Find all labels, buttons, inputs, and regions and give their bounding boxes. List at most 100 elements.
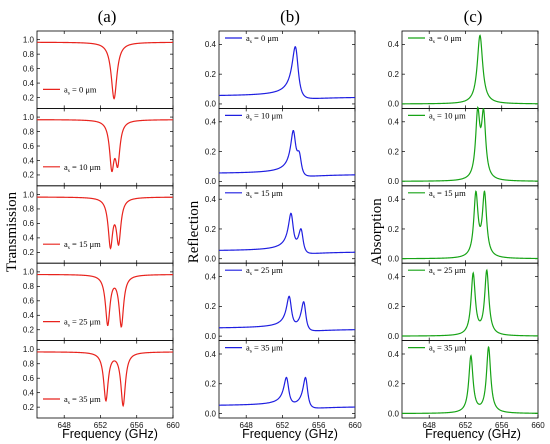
legend-label: as = 10 μm [64, 162, 101, 174]
x-tick-label-absorption: 660 [531, 421, 545, 430]
panel-frame [401, 262, 539, 342]
y-tick-label: 0.6 [23, 142, 35, 151]
legend-label: as = 15 μm [64, 239, 101, 251]
panel-frame [218, 30, 356, 109]
legend-label-rest: = 35 μm [252, 343, 283, 353]
legend-label-subscript: s [250, 194, 252, 200]
y-tick-label: 0.2 [388, 380, 400, 389]
ylabel-absorption: Absorption [369, 198, 385, 266]
x-tick-label-reflection: 648 [240, 421, 254, 430]
series-line-transmission-0 [36, 41, 174, 100]
panel-absorption-3: 0.0 0.2 0.4 as = 25 μm [388, 262, 539, 342]
legend-label: as = 35 μm [64, 394, 101, 406]
y-tick-label: 0.6 [23, 374, 35, 383]
legend-label-main: a [64, 162, 68, 172]
legend-label-main: a [246, 343, 250, 353]
legend-label-subscript: s [250, 39, 252, 45]
legend-label-main: a [246, 33, 250, 43]
legend-label-rest: = 0 μm [252, 33, 279, 43]
legend-label-subscript: s [68, 90, 70, 96]
panel-absorption-1: 0.0 0.2 0.4 as = 10 μm [388, 106, 539, 187]
y-tick-label: 0.8 [23, 205, 35, 214]
legend-label-rest: = 0 μm [70, 84, 97, 94]
y-tick-label: 0.4 [205, 40, 217, 49]
y-tick-label: 0.8 [23, 50, 35, 59]
legend-label-main: a [429, 265, 433, 275]
legend-label-rest: = 10 μm [252, 110, 283, 120]
y-tick-label: 0.8 [23, 282, 35, 291]
y-tick-label: 0.2 [23, 403, 35, 412]
xlabel-absorption: Frequency (GHz) [425, 427, 521, 441]
legend-label: as = 25 μm [64, 317, 101, 329]
panel-reflection-1: 0.0 0.2 0.4 as = 10 μm [205, 108, 356, 187]
y-tick-label: 0.4 [23, 156, 35, 165]
series-line-transmission-1 [37, 119, 173, 173]
legend-label-subscript: s [68, 168, 70, 174]
legend-label-subscript: s [433, 116, 435, 122]
legend-label: as = 35 μm [246, 343, 283, 355]
panel-frame [218, 340, 356, 419]
series-line-transmission-3 [37, 273, 173, 328]
y-tick-label: 0.2 [388, 147, 400, 156]
legend-label: as = 25 μm [246, 265, 283, 277]
legend-label-main: a [429, 343, 433, 353]
y-tick-label: 0.8 [23, 127, 35, 136]
y-tick-label: 0.4 [23, 311, 35, 320]
legend-label-main: a [429, 33, 433, 43]
x-tick-label-absorption: 656 [495, 421, 509, 430]
legend-label-subscript: s [68, 323, 70, 329]
y-tick-label: 0.0 [388, 332, 400, 341]
y-tick-label: 0.2 [205, 70, 217, 79]
y-tick-label: 0.2 [388, 302, 400, 311]
y-tick-label: 1.0 [23, 345, 35, 354]
legend-label-main: a [64, 317, 68, 327]
legend-label: as = 0 μm [429, 33, 462, 45]
series-line-absorption-4 [402, 345, 538, 414]
legend-label-rest: = 10 μm [435, 110, 466, 120]
legend-label: as = 35 μm [429, 343, 466, 355]
y-tick-label: 0.4 [23, 79, 35, 88]
legend-label-subscript: s [433, 194, 435, 200]
y-tick-label: 0.0 [388, 177, 400, 186]
series-line-transmission-4 [37, 351, 173, 408]
y-tick-label: 0.0 [388, 255, 400, 264]
legend-label-rest: = 25 μm [252, 265, 283, 275]
legend-label: as = 0 μm [246, 33, 279, 45]
series-line-absorption-0 [402, 34, 538, 105]
x-tick-label-absorption: 652 [459, 421, 473, 430]
y-tick-label: 0.8 [23, 360, 35, 369]
column-label-c: (c) [464, 7, 483, 26]
legend-label-main: a [246, 265, 250, 275]
panel-transmission-0: 0.2 0.4 0.6 0.8 1.0 as = 0 μm [23, 30, 174, 109]
y-tick-label: 1.0 [23, 268, 35, 277]
legend-label-main: a [64, 239, 68, 249]
legend-label-subscript: s [68, 245, 70, 251]
legend-label-main: a [246, 188, 250, 198]
legend-label-main: a [64, 394, 68, 404]
legend-label-rest: = 15 μm [435, 188, 466, 198]
legend-label-subscript: s [68, 400, 70, 406]
panel-reflection-4: 0.0 0.2 0.4 as = 35 μm [205, 340, 356, 419]
xlabel-transmission: Frequency (GHz) [62, 427, 158, 441]
panel-reflection-2: 0.0 0.2 0.4 as = 15 μm [205, 185, 356, 264]
panel-absorption-0: 0.0 0.2 0.4 as = 0 μm [388, 30, 539, 109]
legend-label-main: a [64, 84, 68, 94]
legend-label-main: a [429, 110, 433, 120]
panel-frame [401, 108, 539, 187]
x-tick-label-transmission: 652 [94, 421, 108, 430]
legend-label: as = 10 μm [246, 110, 283, 122]
ylabel-reflection: Reflection [186, 200, 202, 263]
legend-label: as = 15 μm [429, 188, 466, 200]
panel-frame [401, 340, 539, 419]
y-tick-label: 0.2 [23, 171, 35, 180]
legend-label-main: a [246, 110, 250, 120]
x-tick-label-absorption: 648 [423, 421, 437, 430]
y-tick-label: 0.4 [205, 272, 217, 281]
x-tick-label-reflection: 652 [276, 421, 290, 430]
legend-label-subscript: s [433, 271, 435, 277]
legend-label: as = 25 μm [429, 265, 466, 277]
panel-transmission-4: 0.2 0.4 0.6 0.8 1.0 as = 35 μm [23, 340, 174, 419]
y-tick-label: 0.2 [205, 225, 217, 234]
panel-reflection-3: 0.0 0.2 0.4 as = 25 μm [205, 262, 356, 342]
